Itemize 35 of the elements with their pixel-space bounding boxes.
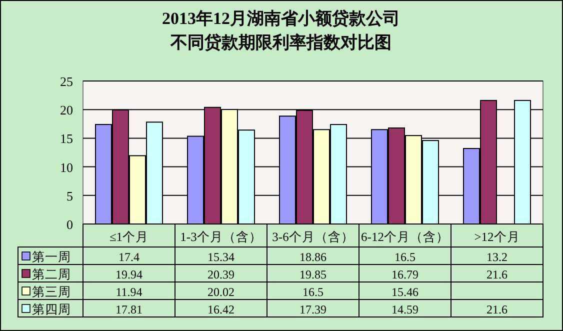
data-label: 11.94 [116, 285, 142, 299]
legend-label: 第一周 [32, 250, 71, 264]
y-tick-label: 10 [60, 160, 73, 175]
y-tick-label: 20 [60, 102, 73, 118]
data-label: 15.46 [392, 285, 418, 299]
data-label: 19.94 [116, 268, 142, 282]
data-label: 16.42 [208, 302, 234, 316]
data-label: 20.02 [208, 285, 234, 299]
y-tick-label: 15 [60, 131, 73, 146]
data-label: 17.4 [118, 250, 140, 264]
x-tick-label: 1-3个月（含） [180, 230, 262, 244]
data-label: 18.86 [300, 250, 326, 264]
data-label: 16.5 [302, 285, 324, 299]
data-label: 20.39 [208, 268, 234, 282]
data-label: 21.6 [486, 268, 508, 282]
legend-label: 第三周 [32, 285, 71, 299]
y-tick-label: 25 [60, 74, 73, 89]
legend-label: 第四周 [32, 302, 71, 316]
data-label: 17.39 [300, 302, 326, 316]
data-label: 15.34 [208, 250, 234, 264]
data-label: 21.6 [486, 302, 508, 316]
x-tick-label: >12个月 [474, 230, 520, 244]
data-label: 16.79 [392, 268, 418, 282]
chart-title: 2013年12月湖南省小额贷款公司不同贷款期限利率指数对比图 [162, 9, 400, 52]
data-label: 13.2 [486, 250, 508, 264]
x-tick-label: 3-6个月（含） [272, 230, 354, 244]
x-tick-label: 6-12个月（含） [361, 230, 449, 244]
y-tick-label: 0 [66, 217, 73, 232]
data-label: 14.59 [392, 302, 418, 316]
x-tick-label: ≤1个月 [109, 230, 149, 244]
data-label: 17.81 [116, 302, 142, 316]
data-label: 19.85 [300, 268, 326, 282]
legend-label: 第二周 [32, 268, 71, 282]
data-label: 16.5 [394, 250, 416, 264]
y-tick-label: 5 [66, 188, 73, 204]
